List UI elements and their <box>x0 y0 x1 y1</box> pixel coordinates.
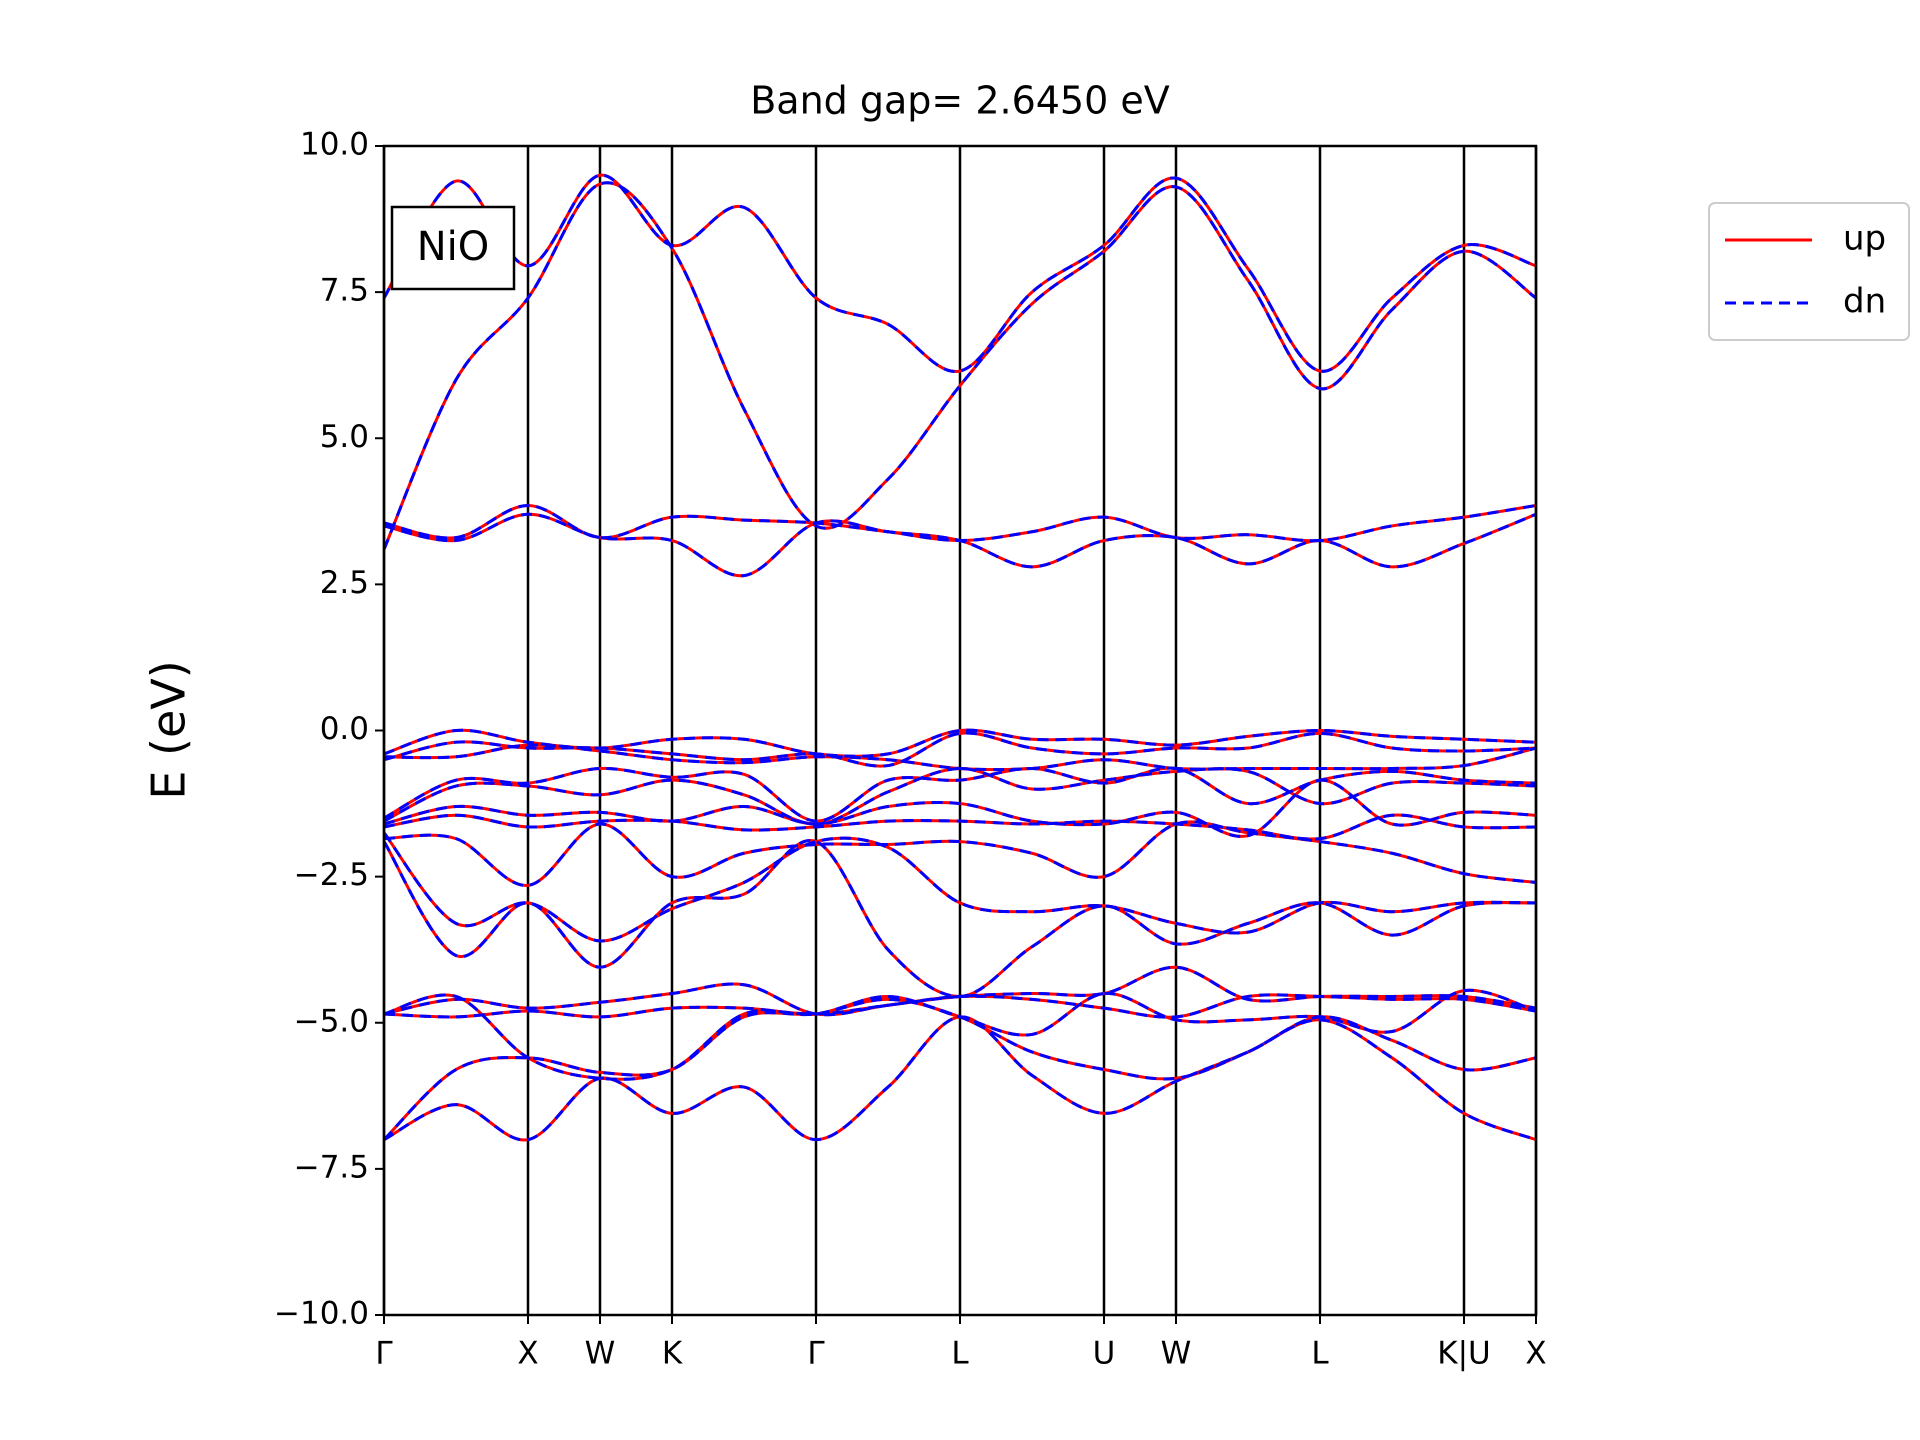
axes-frame <box>382 144 1538 1317</box>
band-line <box>384 1015 1536 1142</box>
band-line <box>384 838 1536 998</box>
y-tick-label: 2.5 <box>320 565 369 601</box>
band-line <box>384 766 1536 826</box>
legend-box <box>1708 202 1910 341</box>
y-tick-label: 0.0 <box>320 711 369 747</box>
annotation-box <box>390 205 516 291</box>
y-axis-label: E (eV) <box>142 660 196 799</box>
x-tick-label: W <box>1161 1336 1192 1372</box>
x-tick-label: K <box>662 1336 683 1372</box>
y-tick-label: 5.0 <box>320 419 369 455</box>
x-tick-label: L <box>1311 1336 1329 1372</box>
y-tick-label: 7.5 <box>320 273 369 309</box>
band-line <box>384 731 1536 768</box>
band-line <box>384 743 1536 772</box>
y-tick-label: −5.0 <box>294 1003 369 1039</box>
x-tick-label: X <box>1525 1336 1546 1372</box>
band-line <box>384 181 1536 550</box>
band-line <box>384 813 1536 841</box>
band-line <box>384 820 1536 887</box>
x-tick-label: L <box>951 1336 969 1372</box>
band-line <box>384 766 1536 823</box>
legend-label: up <box>1843 219 1886 259</box>
band-line <box>384 993 1536 1019</box>
x-tick-label: K|U <box>1437 1336 1490 1372</box>
x-tick-label: W <box>585 1336 616 1372</box>
y-tick-label: −2.5 <box>294 857 369 893</box>
x-tick-label: Γ <box>807 1336 825 1372</box>
annotation: NiO <box>417 224 490 270</box>
band-line <box>384 778 1536 838</box>
bands <box>384 173 1536 1142</box>
x-tick-label: X <box>517 1336 538 1372</box>
band-line <box>384 173 1536 373</box>
x-tick-label: Γ <box>375 1336 393 1372</box>
chart-title: Band gap= 2.6450 eV <box>750 79 1170 123</box>
band-line <box>384 512 1536 578</box>
band-line <box>384 728 1536 758</box>
y-tick-label: −7.5 <box>294 1149 369 1185</box>
x-tick-label: U <box>1093 1336 1116 1372</box>
band-line <box>384 831 1536 943</box>
y-tick-label: 10.0 <box>300 127 369 163</box>
legend-label: dn <box>1843 282 1886 322</box>
y-tick-label: −10.0 <box>274 1296 369 1332</box>
